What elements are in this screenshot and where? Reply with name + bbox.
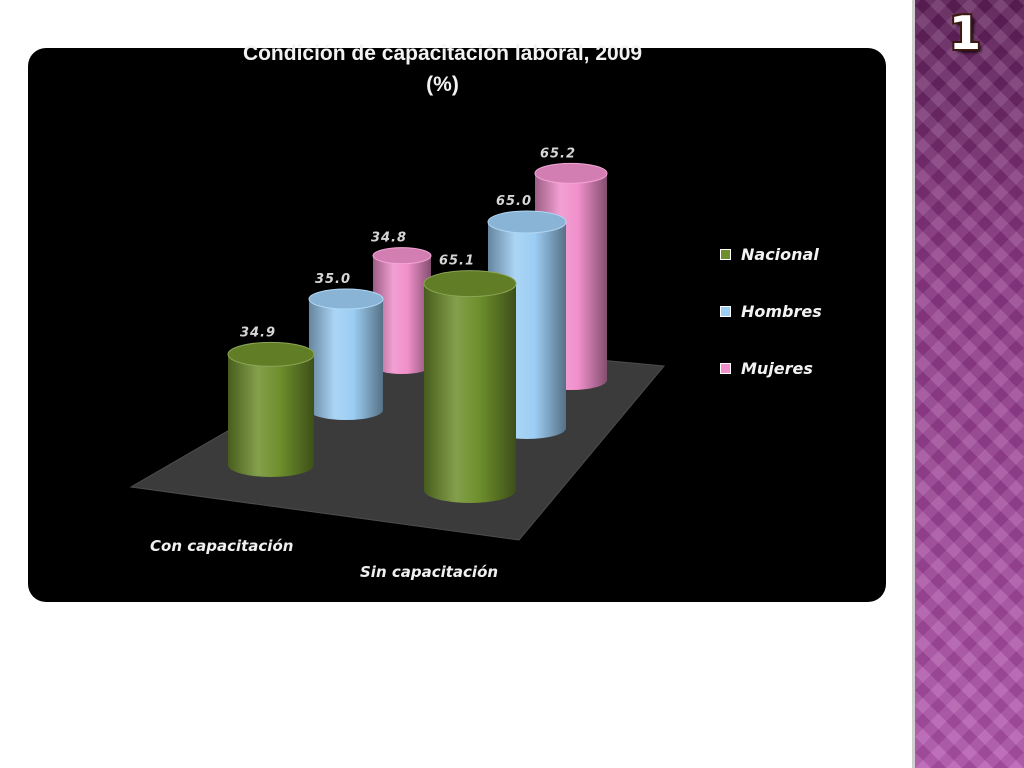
bar-hombres-con	[309, 299, 383, 420]
slide-number: 1	[948, 6, 981, 60]
data-label-hombres-sin: 65.0	[496, 194, 532, 209]
legend-label-hombres: Hombres	[741, 302, 822, 321]
chart-subtitle: (%)	[426, 73, 459, 96]
data-label-hombres-con: 35.0	[315, 272, 351, 287]
category-label-con-capacitacion: Con capacitación	[150, 537, 293, 555]
bar-nacional-con	[228, 354, 314, 477]
bar-top-nacional-con	[227, 341, 315, 367]
data-label-nacional-sin: 65.1	[439, 254, 475, 269]
legend: Nacional Hombres Mujeres	[720, 226, 822, 397]
bar-nacional-sin	[424, 283, 516, 503]
category-label-sin-capacitacion: Sin capacitación	[360, 563, 498, 581]
data-labels-layer: 34.8 35.0 34.9 65.2 65.0 65.1	[240, 146, 576, 340]
bar-top-nacional-sin	[423, 270, 517, 298]
data-label-mujeres-con: 34.8	[371, 231, 407, 246]
bar-top-mujeres-sin	[534, 162, 608, 184]
legend-item-nacional: Nacional	[720, 226, 822, 283]
bar-top-mujeres-con	[372, 247, 432, 265]
bar-top-hombres-con	[308, 288, 384, 310]
data-label-mujeres-sin: 65.2	[540, 146, 576, 161]
data-label-nacional-con: 34.9	[240, 325, 276, 340]
legend-item-hombres: Hombres	[720, 283, 822, 340]
legend-swatch-hombres	[720, 306, 731, 317]
legend-item-mujeres: Mujeres	[720, 340, 822, 397]
legend-label-nacional: Nacional	[741, 245, 819, 264]
legend-swatch-mujeres	[720, 363, 731, 374]
bar-top-hombres-sin	[487, 210, 567, 234]
chart-title: Condición de capacitación laboral, 2009	[242, 42, 643, 65]
chart-title-block: Condición de capacitación laboral, 2009 …	[0, 38, 885, 100]
legend-swatch-nacional	[720, 249, 731, 260]
legend-label-mujeres: Mujeres	[741, 359, 813, 378]
side-decoration-band	[912, 0, 1024, 768]
bars-layer	[227, 162, 608, 503]
bar-mujeres-con	[373, 255, 431, 374]
